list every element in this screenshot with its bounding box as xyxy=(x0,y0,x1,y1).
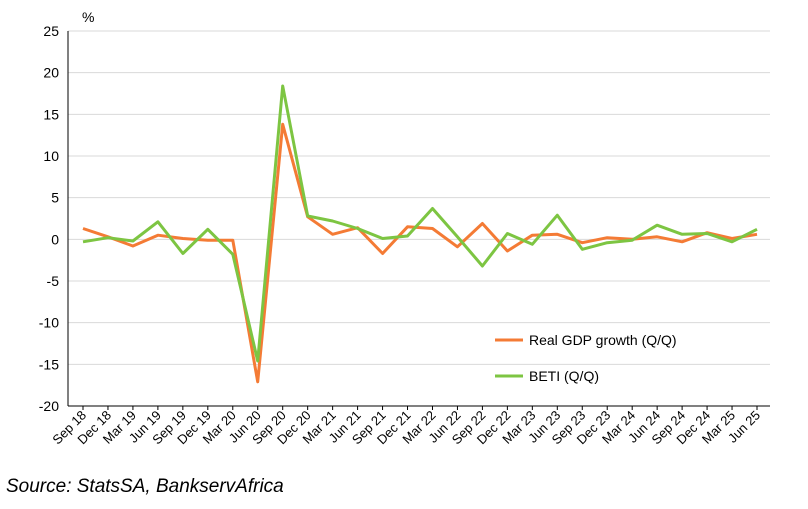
y-tick-label: 0 xyxy=(51,231,59,247)
y-tick-label: 5 xyxy=(51,190,59,206)
y-tick-labels: 25 20 15 10 5 0 -5 -10 -15 -20 xyxy=(39,23,59,414)
series-lines xyxy=(82,84,758,384)
legend: Real GDP growth (Q/Q) BETI (Q/Q) xyxy=(495,332,677,384)
y-tick-label: 10 xyxy=(43,148,59,164)
axes xyxy=(67,31,770,410)
gridlines xyxy=(68,30,770,365)
y-tick-label: -15 xyxy=(39,356,59,372)
series-line-1 xyxy=(82,84,758,363)
y-tick-label: -10 xyxy=(39,315,59,331)
y-axis-label: % xyxy=(82,9,94,25)
y-tick-label: -5 xyxy=(47,273,60,289)
y-tick-label: -20 xyxy=(39,398,59,414)
y-tick-label: 15 xyxy=(43,106,59,122)
source-note: Source: StatsSA, BankservAfrica xyxy=(6,476,284,497)
y-tick-label: 20 xyxy=(43,65,59,81)
legend-label-beti: BETI (Q/Q) xyxy=(529,368,599,384)
y-tick-label: 25 xyxy=(43,23,59,39)
legend-label-gdp: Real GDP growth (Q/Q) xyxy=(529,332,677,348)
